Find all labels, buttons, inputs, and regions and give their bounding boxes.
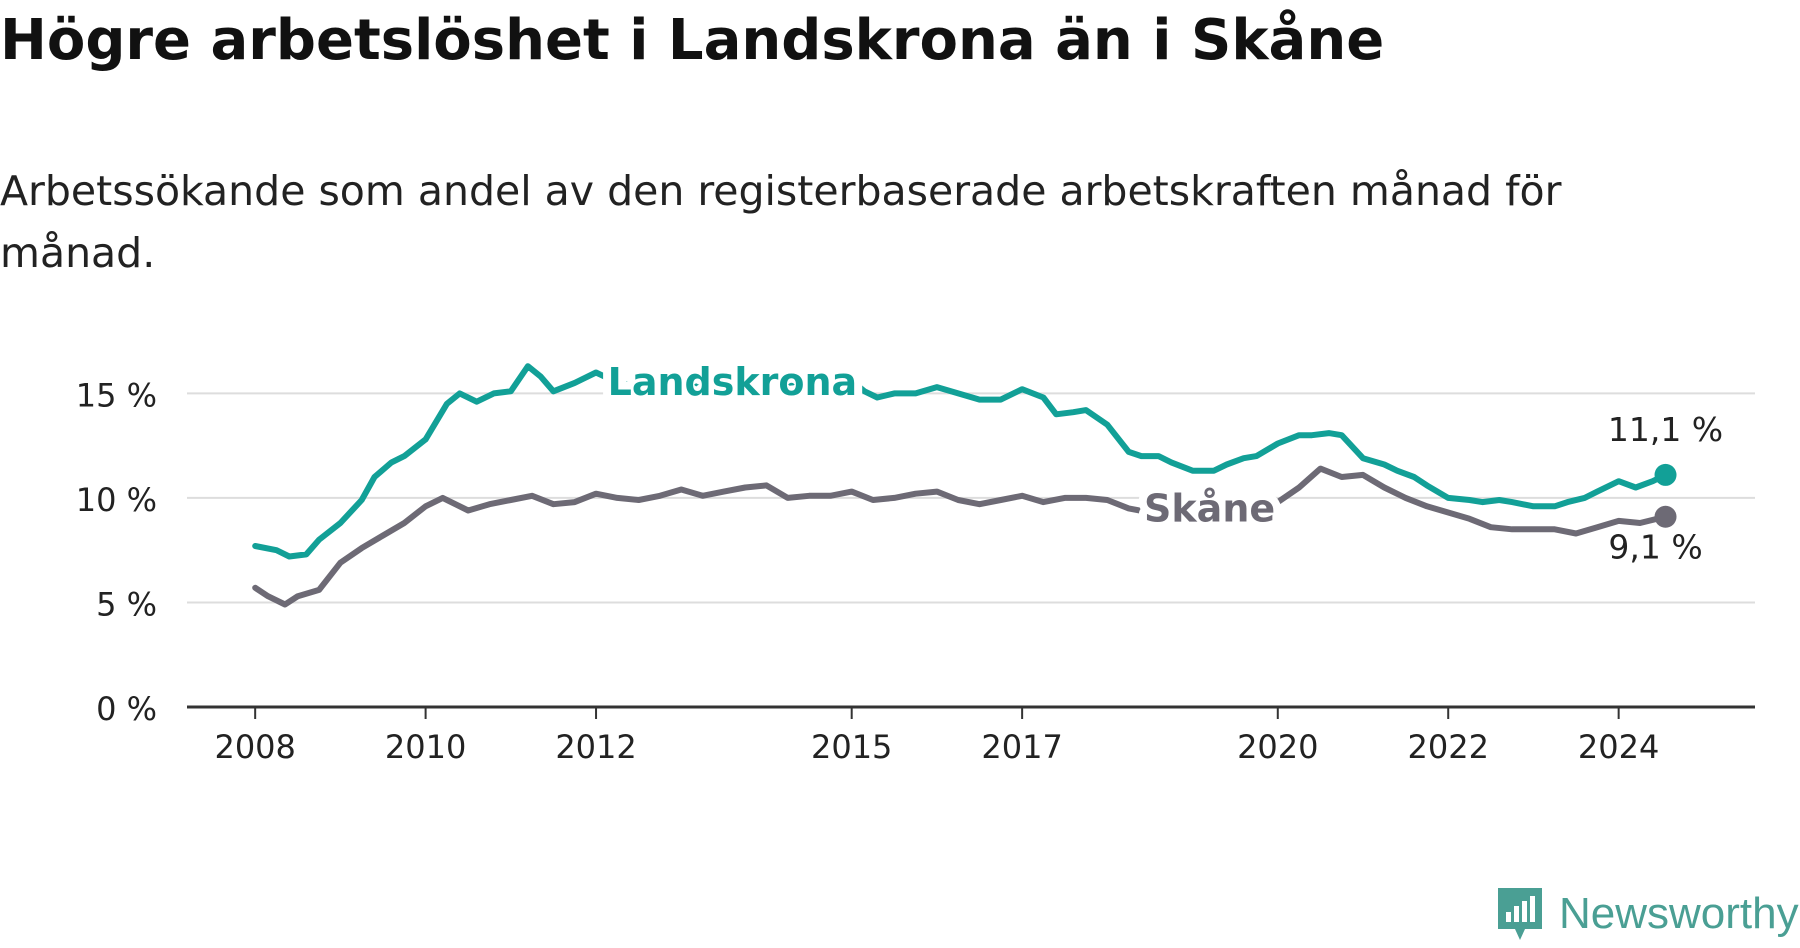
skane-line — [252, 465, 1669, 608]
x-tick-label: 2020 — [1237, 728, 1318, 766]
gridlines — [187, 392, 1755, 604]
x-tick-label: 2010 — [385, 728, 466, 766]
skane-end-value-label: 9,1 % — [1608, 528, 1702, 567]
x-tick-label: 2024 — [1578, 728, 1659, 766]
newsworthy-logo-text: Newsworthy — [1559, 889, 1799, 938]
chart-title: Högre arbetslöshet i Landskrona än i Skå… — [0, 8, 1385, 73]
newsworthy-logo-icon — [1498, 888, 1542, 940]
y-tick-label: 15 % — [76, 376, 157, 414]
x-tick-label: 2017 — [981, 728, 1062, 766]
landskrona-line — [252, 363, 1669, 560]
landskrona-series-label: Landskrona — [608, 360, 858, 404]
skane-series-label: Skåne — [1144, 486, 1275, 530]
chart-subtitle: Arbetssökande som andel av den registerb… — [0, 167, 1562, 277]
y-tick-label: 5 % — [96, 585, 157, 623]
y-tick-label: 0 % — [96, 690, 157, 728]
x-tick-label: 2012 — [555, 728, 636, 766]
newsworthy-logo: Newsworthy — [1495, 885, 1799, 943]
x-tick-label: 2008 — [214, 728, 295, 766]
landskrona-end-value-label: 11,1 % — [1608, 410, 1723, 449]
series-labels: Landskrona 11,1 % Skåne 9,1 % — [600, 352, 1728, 571]
landskrona-end-point — [1654, 463, 1677, 486]
x-tick-label: 2022 — [1407, 728, 1488, 766]
series-lines — [252, 363, 1677, 608]
x-axis: 2008 2010 2012 2015 2017 2020 2022 2024 — [187, 705, 1755, 766]
skane-end-point — [1654, 505, 1677, 528]
y-axis-tick-labels: 0 % 5 % 10 % 15 % — [76, 376, 157, 728]
y-tick-label: 10 % — [76, 481, 157, 519]
x-tick-label: 2015 — [811, 728, 892, 766]
